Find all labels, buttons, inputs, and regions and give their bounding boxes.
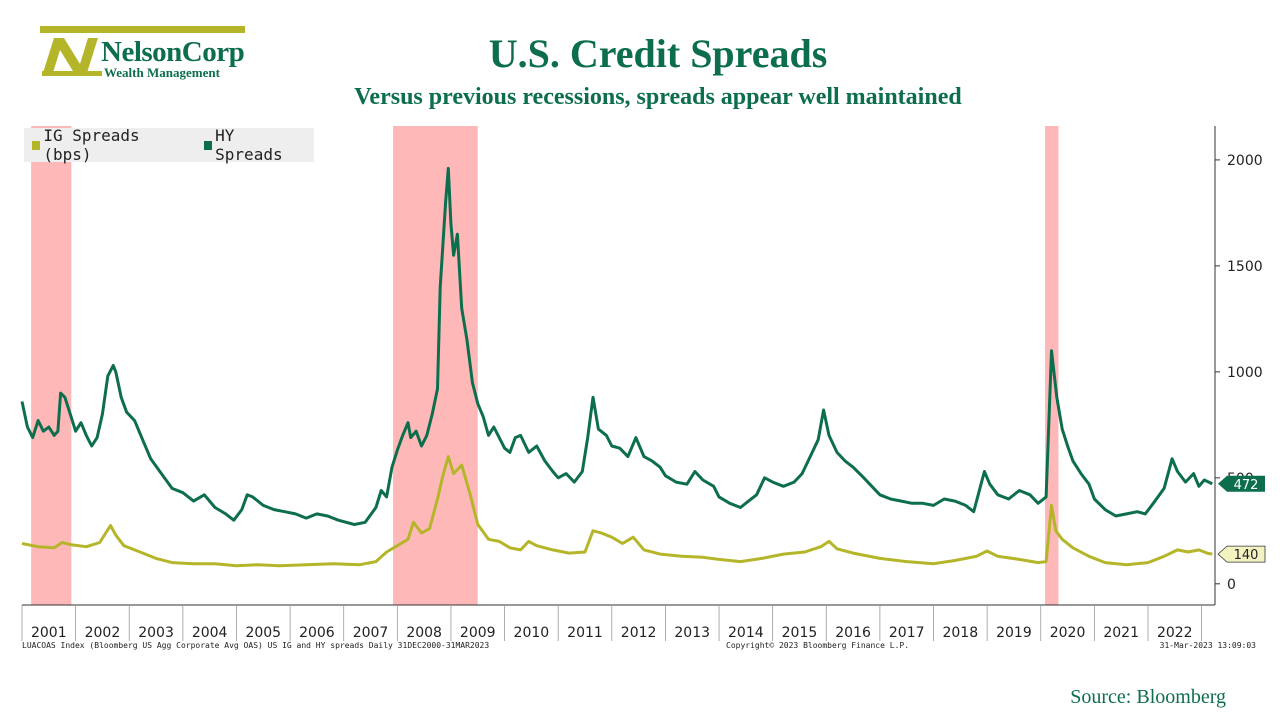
series-line-ig bbox=[22, 457, 1212, 566]
x-tick-label-2017: 2017 bbox=[889, 625, 925, 641]
footer-timestamp: 31-Mar-2023 13:09:03 bbox=[1160, 641, 1256, 650]
legend-swatch-ig bbox=[32, 141, 40, 150]
chart-legend: IG Spreads (bps) HY Spreads bbox=[24, 128, 314, 162]
x-tick-label-2003: 2003 bbox=[138, 625, 174, 641]
x-tick-label-2011: 2011 bbox=[567, 625, 603, 641]
x-tick-label-2021: 2021 bbox=[1103, 625, 1139, 641]
x-tick-label-2009: 2009 bbox=[460, 625, 496, 641]
legend-label-ig: IG Spreads (bps) bbox=[43, 126, 186, 164]
footer-copyright: Copyright© 2023 Bloomberg Finance L.P. bbox=[726, 641, 909, 650]
x-tick-label-2012: 2012 bbox=[621, 625, 657, 641]
x-tick-label-2018: 2018 bbox=[942, 625, 978, 641]
x-tick-label-2005: 2005 bbox=[245, 625, 281, 641]
x-tick-label-2016: 2016 bbox=[835, 625, 871, 641]
legend-swatch-hy bbox=[204, 141, 212, 150]
y-tick-label-1000: 1000 bbox=[1227, 365, 1263, 381]
x-tick-label-2019: 2019 bbox=[996, 625, 1032, 641]
legend-item-ig: IG Spreads (bps) bbox=[24, 126, 186, 164]
x-tick-label-2002: 2002 bbox=[85, 625, 121, 641]
x-tick-label-2008: 2008 bbox=[406, 625, 442, 641]
credit-spreads-chart: 0500100015002000200120022003200420052006… bbox=[0, 0, 1280, 720]
source-note: Source: Bloomberg bbox=[1070, 686, 1226, 709]
recession-band-2 bbox=[393, 126, 478, 605]
x-tick-label-2004: 2004 bbox=[192, 625, 228, 641]
legend-label-hy: HY Spreads bbox=[215, 126, 304, 164]
last-value-label-hy: 472 bbox=[1234, 478, 1259, 493]
x-tick-label-2006: 2006 bbox=[299, 625, 335, 641]
y-tick-label-2000: 2000 bbox=[1227, 153, 1263, 169]
x-tick-label-2022: 2022 bbox=[1157, 625, 1193, 641]
x-tick-label-2014: 2014 bbox=[728, 625, 764, 641]
x-tick-label-2015: 2015 bbox=[782, 625, 818, 641]
y-tick-label-1500: 1500 bbox=[1227, 259, 1263, 275]
x-tick-label-2020: 2020 bbox=[1050, 625, 1086, 641]
series-line-hy bbox=[22, 168, 1212, 524]
x-tick-label-2010: 2010 bbox=[514, 625, 550, 641]
footer-index-note: LUACOAS Index (Bloomberg US Agg Corporat… bbox=[22, 641, 489, 650]
x-tick-label-2001: 2001 bbox=[31, 625, 67, 641]
legend-item-hy: HY Spreads bbox=[196, 126, 304, 164]
x-tick-label-2013: 2013 bbox=[674, 625, 710, 641]
y-tick-label-0: 0 bbox=[1227, 577, 1236, 593]
x-tick-label-2007: 2007 bbox=[353, 625, 389, 641]
last-value-label-ig: 140 bbox=[1234, 548, 1259, 563]
recession-band-1 bbox=[31, 126, 71, 605]
